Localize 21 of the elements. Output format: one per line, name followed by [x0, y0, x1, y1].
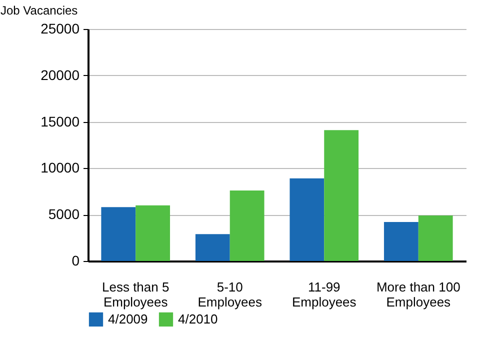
y-tick-label: 20000: [40, 66, 80, 83]
bar: [324, 130, 359, 261]
y-tick-label: 10000: [40, 160, 80, 176]
bar: [101, 207, 136, 261]
y-tick-label: 0: [72, 252, 80, 268]
x-tick-label: 5-10 Employees: [198, 280, 263, 310]
y-tick-label: 25000: [40, 20, 80, 36]
bar: [418, 216, 453, 261]
x-tick-label: Less than 5 Employees: [102, 280, 170, 310]
bar: [290, 178, 324, 261]
bar: [230, 190, 264, 261]
x-tick-label: 11-99 Employees: [292, 280, 357, 310]
x-tick-label: More than 100 Employees: [376, 280, 460, 310]
legend-label: 4/2010: [178, 311, 218, 326]
y-axis-title: Job Vacancies: [0, 4, 78, 18]
bar: [195, 234, 230, 261]
y-tick-label: 15000: [40, 113, 80, 130]
bar: [136, 205, 170, 261]
legend-label: 4/2009: [108, 311, 148, 326]
bar: [384, 222, 418, 261]
y-tick-label: 5000: [48, 206, 80, 222]
